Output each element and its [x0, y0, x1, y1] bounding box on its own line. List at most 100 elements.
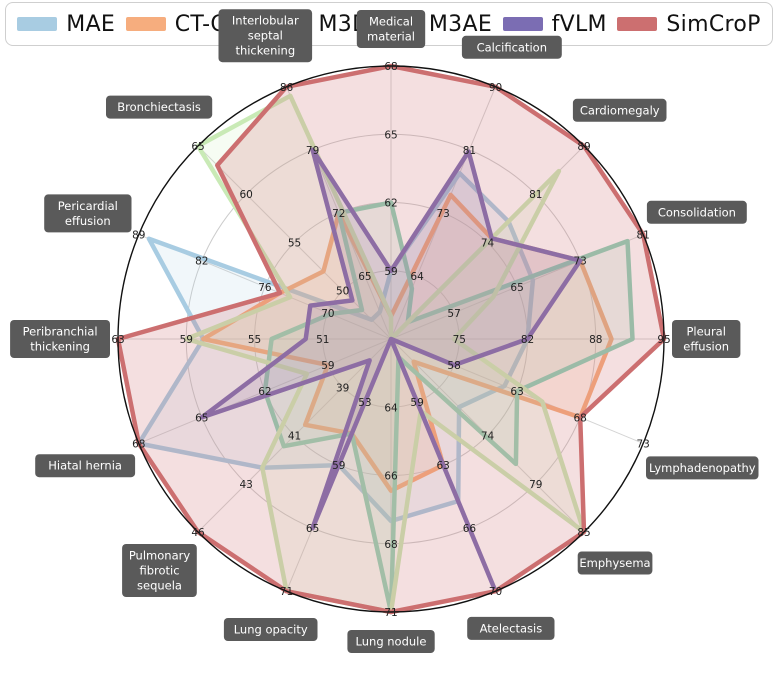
category-label-box [347, 630, 435, 653]
axis-tick-label: 73 [574, 256, 587, 268]
axis-tick-label: 74 [481, 431, 495, 443]
axis-tick-label: 58 [447, 360, 460, 372]
category-label: Bronchiectasis [106, 95, 213, 119]
category-label-text: sequela [137, 579, 182, 593]
axis-tick-label: 59 [180, 334, 193, 346]
axis-tick-label: 74 [481, 238, 495, 250]
axis-tick-label: 65 [510, 282, 523, 294]
legend-swatch [502, 17, 543, 31]
axis-tick-label: 86 [280, 82, 294, 94]
category-label-text: Lung opacity [234, 623, 308, 637]
series-fvlm [199, 147, 583, 594]
category-label-box [577, 551, 653, 575]
axis-tick-label: 57 [447, 308, 460, 320]
axis-tick-label: 85 [577, 527, 590, 539]
legend-item: SimCroP [617, 12, 760, 37]
axis-tick-label: 59 [410, 397, 423, 409]
legend-swatch [17, 17, 58, 31]
category-label-text: Atelectasis [480, 621, 543, 635]
axis-tick-label: 70 [321, 308, 334, 320]
grid-spoke [197, 338, 392, 533]
axis-tick-label: 73 [437, 208, 450, 220]
category-label-text: thickening [30, 340, 90, 354]
axis-tick-label: 81 [637, 230, 650, 242]
category-label: Cardiomegaly [572, 98, 667, 122]
legend-label: SimCroP [666, 11, 761, 37]
axis-tick-label: 63 [510, 386, 523, 398]
axis-tick-label: 82 [521, 334, 534, 346]
grid-spoke [197, 145, 392, 340]
category-label: Lung opacity [223, 618, 318, 641]
category-label-text: Calcification [477, 40, 547, 54]
category-label-box [646, 200, 747, 224]
axis-tick-label: 39 [336, 382, 349, 394]
axis-tick-label: 55 [248, 334, 261, 346]
axis-tick-label: 46 [191, 527, 205, 539]
category-label: Atelectasis [467, 616, 555, 640]
category-label-text: Lung nodule [356, 635, 427, 649]
axis-tick-label: 60 [240, 189, 253, 201]
axis-tick-label: 51 [316, 334, 329, 346]
legend-swatch [617, 17, 658, 31]
category-label-text: material [367, 30, 415, 44]
axis-tick-label: 43 [240, 479, 253, 491]
category-label-box [461, 35, 562, 59]
axis-tick-label: 81 [463, 145, 476, 157]
axis-tick-label: 65 [306, 523, 319, 535]
axis-tick-label: 70 [489, 586, 502, 598]
axis-tick-label: 68 [384, 539, 397, 551]
axis-tick-label: 68 [132, 439, 145, 451]
axis-tick-label: 81 [529, 189, 542, 201]
axis-tick-label: 65 [358, 271, 371, 283]
category-label-box [122, 544, 197, 597]
category-label-text: Pericardial [58, 199, 118, 213]
category-label: Lung nodule [347, 630, 435, 653]
axis-tick-label: 59 [384, 266, 397, 278]
category-label-text: Interlobular [232, 14, 299, 28]
axis-tick-label: 55 [288, 238, 301, 250]
category-label-text: thickening [235, 44, 295, 58]
axis-tick-label: 68 [574, 412, 587, 424]
axis-tick-label: 50 [336, 286, 349, 298]
category-label-text: Medical [369, 15, 413, 29]
axis-tick-label: 68 [384, 61, 397, 73]
category-label-box [467, 616, 555, 640]
category-label-text: Lymphadenopathy [649, 461, 756, 475]
axis-tick-label: 63 [437, 460, 450, 472]
category-label-box [356, 10, 426, 48]
axis-tick-label: 59 [321, 360, 334, 372]
category-label-box [646, 456, 759, 480]
category-label: Emphysema [577, 551, 653, 575]
axis-tick-label: 63 [111, 334, 124, 346]
axis-tick-label: 41 [288, 431, 301, 443]
category-label-text: Pulmonary [129, 549, 191, 563]
category-label-text: Bronchiectasis [117, 100, 201, 114]
axis-tick-label: 89 [577, 141, 590, 153]
category-label-box [10, 320, 111, 358]
axis-tick-label: 75 [453, 334, 466, 346]
category-label: Calcification [461, 35, 562, 59]
axis-tick-label: 90 [489, 82, 502, 94]
category-label: Hiatal hernia [35, 454, 136, 478]
category-label-box [223, 618, 318, 641]
legend-label: MAE [66, 11, 116, 37]
category-label-text: septal [248, 29, 283, 43]
axis-tick-label: 71 [384, 607, 397, 619]
category-label-box [572, 98, 667, 122]
axis-tick-label: 65 [191, 141, 204, 153]
category-label-text: Hiatal hernia [48, 459, 122, 473]
category-label-text: effusion [683, 340, 729, 354]
category-label-text: Peribranchial [23, 325, 98, 339]
axis-tick-label: 53 [358, 397, 371, 409]
legend-swatch [125, 17, 166, 31]
legend-item: fVLM [502, 12, 607, 37]
category-label-box [106, 95, 213, 119]
axis-tick-label: 62 [258, 386, 271, 398]
axis-tick-label: 65 [384, 129, 397, 141]
axis-tick-label: 73 [637, 439, 650, 451]
category-label-box [35, 454, 136, 478]
